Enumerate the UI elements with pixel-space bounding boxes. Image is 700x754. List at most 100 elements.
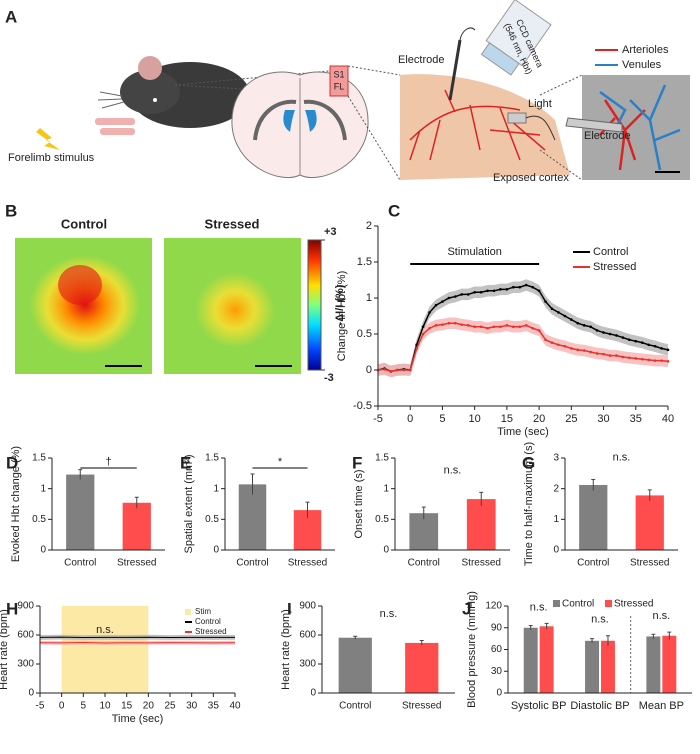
- y-axis-label: Time to half-maximum (s): [523, 442, 535, 566]
- legend-swatch: [553, 600, 560, 607]
- legend-label: Control: [562, 599, 594, 610]
- y-tick-label: 0: [496, 688, 502, 699]
- y-tick-label: -0.5: [353, 400, 372, 412]
- label: Venules: [622, 59, 662, 71]
- panel-a: A Forelimb stimulus S1 FL Electrode CCD …: [5, 0, 690, 184]
- y-tick-label: 0.5: [32, 514, 46, 525]
- y-tick-label: 900: [299, 601, 316, 612]
- point: [660, 359, 663, 362]
- panel-letter: I: [287, 599, 292, 618]
- point: [518, 325, 522, 329]
- series-line: [377, 284, 669, 373]
- point: [505, 324, 509, 327]
- y-tick-label: 2: [366, 220, 372, 232]
- point: [570, 347, 573, 350]
- camera-lens: [480, 42, 520, 76]
- point: [634, 339, 638, 343]
- point: [434, 324, 438, 327]
- y-tick-label: 0: [366, 364, 372, 376]
- axes: [321, 606, 455, 694]
- mouse-ear: [138, 56, 162, 80]
- label: Light: [528, 98, 552, 110]
- annotation: Stimulation: [447, 246, 501, 258]
- category-label: Control: [236, 558, 268, 569]
- legend-label: Control: [593, 246, 628, 258]
- venules: [599, 84, 681, 171]
- y-tick-label: 0: [310, 688, 316, 699]
- colorbar-tick-label: +3: [324, 226, 337, 238]
- ventricle: [305, 110, 317, 132]
- point: [441, 300, 444, 303]
- point: [505, 288, 509, 291]
- vessels: [409, 89, 546, 161]
- axes: [377, 226, 668, 407]
- bar: [122, 502, 151, 550]
- point: [421, 325, 425, 329]
- y-axis-label: Blood pressure (mmHg): [466, 591, 478, 708]
- y-tick-label: 1.5: [205, 453, 219, 464]
- point: [589, 325, 592, 329]
- connector: [347, 65, 401, 76]
- category-label: Systolic BP: [511, 700, 567, 712]
- x-tick-label: 5: [81, 701, 87, 712]
- point: [479, 290, 483, 294]
- point: [615, 354, 618, 357]
- point: [428, 311, 431, 314]
- point: [628, 356, 631, 360]
- y-tick-label: 1.5: [32, 453, 46, 464]
- point: [595, 329, 599, 332]
- point: [447, 296, 451, 300]
- point: [582, 349, 586, 352]
- bar: [409, 513, 439, 550]
- y-tick-label: 2: [553, 483, 559, 494]
- x-tick-label: 5: [439, 413, 445, 425]
- panel-letter: D: [6, 453, 18, 472]
- bar: [66, 474, 95, 550]
- panel-b: B Control Stressed -ΔI/I (%): [5, 201, 346, 374]
- x-tick-label: 15: [121, 701, 133, 712]
- annotation: n.s.: [591, 614, 609, 626]
- category-label: Control: [408, 558, 440, 569]
- point: [563, 314, 567, 318]
- annotation: n.s.: [652, 610, 670, 622]
- x-axis-label: Time (sec): [497, 426, 549, 438]
- legend-label: Stressed: [614, 599, 653, 610]
- point: [466, 293, 470, 296]
- mouse-paw: [100, 128, 135, 135]
- axes: [51, 458, 165, 551]
- electrode-wire: [459, 27, 476, 41]
- x-tick-label: 0: [407, 413, 413, 425]
- y-tick-label: 1.5: [357, 256, 372, 268]
- point: [492, 325, 496, 329]
- legend-label: Stim: [195, 607, 211, 616]
- axes: [394, 458, 510, 551]
- x-tick-label: -5: [36, 701, 45, 712]
- point: [499, 325, 502, 329]
- bar: [466, 499, 496, 550]
- x-tick-label: 35: [630, 413, 642, 425]
- y-axis-label: Spatial extent (mm²): [183, 454, 195, 553]
- point: [460, 323, 464, 326]
- point: [531, 326, 534, 330]
- y-tick-label: 60: [491, 644, 503, 655]
- bar: [646, 636, 661, 693]
- stim-shade: [61, 606, 149, 693]
- light-source: [507, 112, 527, 124]
- point: [595, 352, 599, 355]
- point: [602, 331, 605, 334]
- point: [621, 355, 625, 359]
- y-tick-label: 300: [17, 659, 34, 670]
- x-tick-label: 15: [501, 413, 513, 425]
- category-label: Stressed: [462, 558, 501, 569]
- activation: [30, 255, 140, 355]
- x-tick-label: 10: [99, 701, 111, 712]
- legend-swatch: [185, 609, 191, 615]
- point: [576, 321, 580, 325]
- s1-region: [329, 65, 349, 97]
- bar: [662, 635, 677, 693]
- y-tick-label: 0.5: [375, 514, 389, 525]
- y-tick-label: 0: [213, 545, 219, 556]
- x-tick-label: 0: [59, 701, 65, 712]
- category-label: Control: [64, 558, 96, 569]
- y-tick-label: 0: [40, 545, 46, 556]
